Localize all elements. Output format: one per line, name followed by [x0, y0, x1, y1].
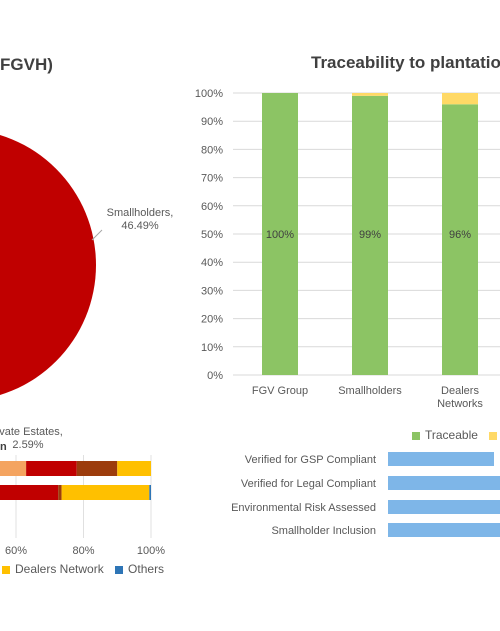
stacked-segment: [76, 461, 118, 476]
compliance-bar: [388, 476, 500, 490]
traceability-chart-title: Traceability to plantatio: [311, 53, 500, 72]
bar-traceable: [262, 93, 298, 375]
y-tick-label: 40%: [201, 257, 223, 269]
stacked-chart-title: n: [0, 441, 7, 453]
y-tick-label: 60%: [201, 201, 223, 213]
stacked-segment: [61, 485, 150, 500]
legend-swatch: [489, 431, 498, 440]
pie-chart-title: FGVH): [0, 55, 53, 74]
legend-label: Others: [128, 562, 165, 576]
bar-data-label: 99%: [359, 229, 381, 241]
y-tick-label: 90%: [201, 116, 223, 128]
x-tick-label: 100%: [137, 545, 165, 557]
y-tick-label: 50%: [201, 229, 223, 241]
category-label: Verified for GSP Compliant: [245, 454, 376, 466]
category-label: Environmental Risk Assessed: [231, 502, 376, 514]
legend-swatch: [412, 431, 420, 440]
source-legend: Dealers Network Others: [2, 562, 172, 576]
legend-item-traceable: Traceable: [412, 428, 478, 442]
pie-leader-line: [91, 229, 103, 241]
compliance-bar: [388, 452, 494, 466]
compliance-bar: [388, 500, 500, 514]
legend-swatch: [2, 565, 10, 574]
legend-item-not-traceable: N: [489, 428, 500, 442]
y-tick-label: 70%: [201, 173, 223, 185]
traceability-legend: Traceable N: [412, 428, 500, 442]
bar-data-label: 100%: [266, 229, 294, 241]
bar-data-label: 96%: [449, 229, 471, 241]
x-tick-label: Dealers Networks: [437, 385, 483, 410]
bar-traceable: [442, 104, 478, 375]
bar-not-traceable: [442, 93, 478, 105]
stacked-segment: [0, 461, 27, 476]
stacked-segment: [117, 461, 151, 476]
stacked-segment: [26, 461, 77, 476]
x-tick-label: 80%: [72, 545, 94, 557]
legend-item-others: Others: [115, 562, 164, 576]
bar-traceable: [352, 95, 388, 375]
x-tick-label: Smallholders: [338, 385, 402, 397]
y-tick-label: 80%: [201, 144, 223, 156]
y-tick-label: 10%: [201, 342, 223, 354]
legend-item-dealers-network: Dealers Network: [2, 562, 104, 576]
stacked-segment: [0, 485, 59, 500]
stacked-segment: [58, 485, 62, 500]
y-tick-label: 0%: [207, 370, 223, 382]
y-tick-label: 30%: [201, 285, 223, 297]
x-tick-label: 60%: [5, 545, 27, 557]
pie-data-label: rivate Estates, 2.59%: [0, 426, 63, 451]
category-label: Smallholder Inclusion: [271, 525, 376, 537]
compliance-bar: [388, 523, 500, 537]
stacked-segment: [149, 485, 151, 500]
y-tick-label: 20%: [201, 314, 223, 326]
x-tick-label: FGV Group: [252, 385, 308, 397]
pie-data-label: Smallholders, 46.49%: [107, 207, 174, 232]
category-label: Verified for Legal Compliant: [241, 478, 376, 490]
legend-label: Traceable: [425, 428, 478, 442]
bar-not-traceable: [352, 93, 388, 96]
legend-swatch: [115, 565, 124, 574]
pie-slice: [0, 135, 96, 395]
legend-label: Dealers Network: [15, 562, 104, 576]
y-tick-label: 100%: [195, 88, 223, 100]
